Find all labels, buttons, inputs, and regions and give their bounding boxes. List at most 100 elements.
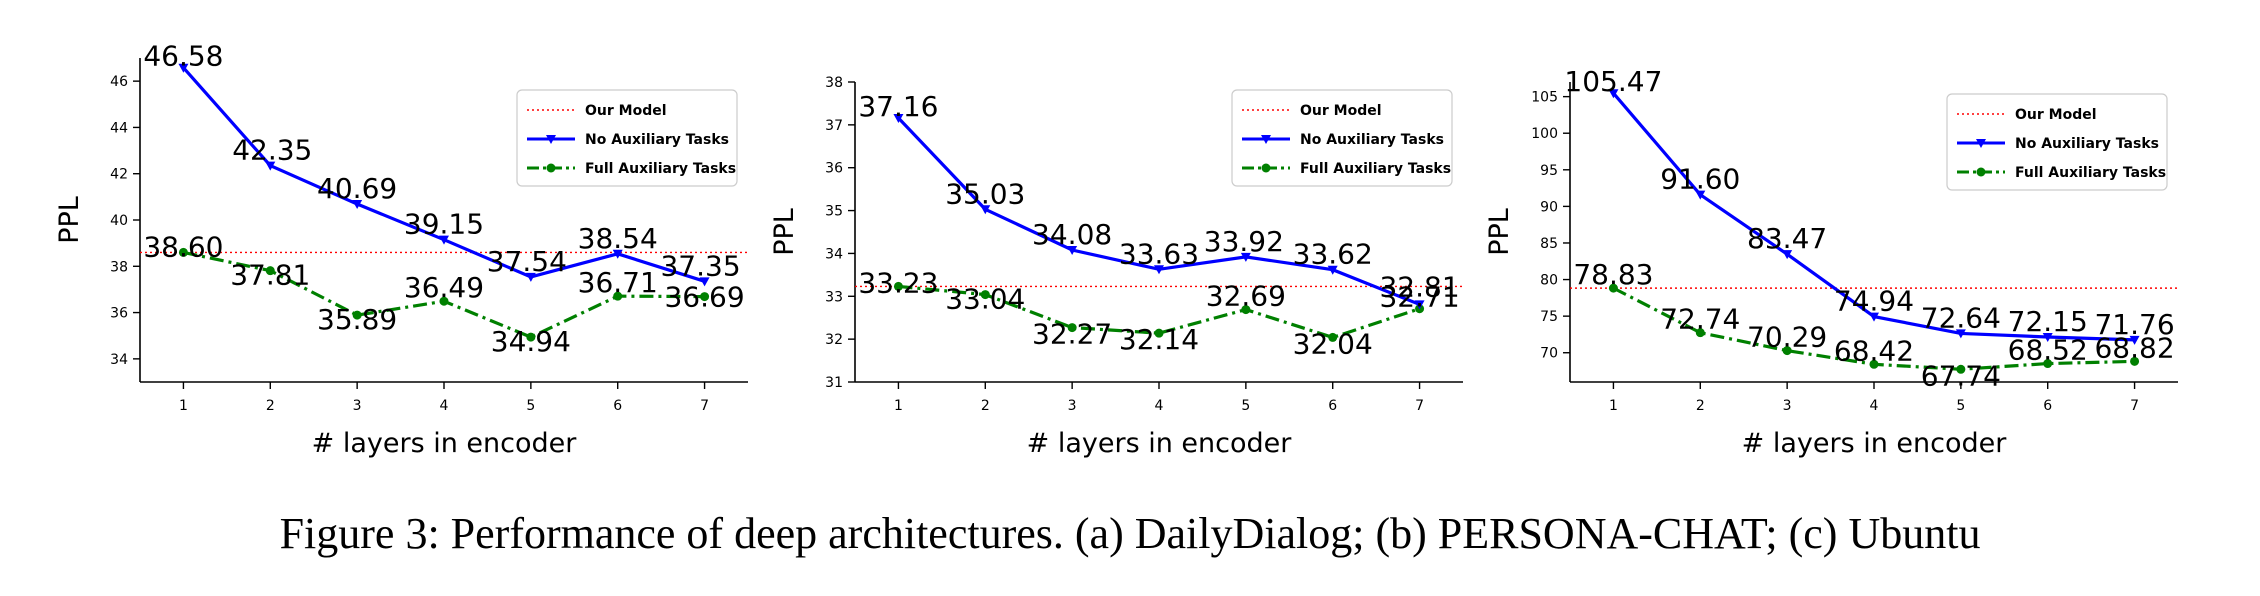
data-label-no-aux: 32.81 [1379, 270, 1459, 303]
x-tick-label: 2 [981, 398, 990, 414]
chart-panel-3: 70 75 80 85 90 95 100 105 1 2 3 4 5 6 7 # layers in enc… [1484, 65, 2178, 459]
data-label-full-aux: 38.60 [143, 230, 223, 263]
point-no-aux [1695, 190, 1706, 200]
x-tick-label: 6 [2043, 398, 2052, 414]
point-full-aux [526, 332, 536, 342]
point-full-aux [1869, 359, 1879, 369]
point-no-aux [2129, 335, 2140, 345]
y-tick-label: 90 [1540, 199, 1558, 215]
x-tick-label: 2 [266, 398, 275, 414]
point-no-aux [699, 277, 710, 287]
x-tick-label: 4 [1155, 398, 1164, 414]
data-label-no-aux: 33.63 [1119, 237, 1199, 270]
point-no-aux [1608, 89, 1619, 99]
point-full-aux [178, 247, 188, 257]
x-tick-label: 1 [179, 398, 188, 414]
legend-label-no-aux: No Auxiliary Tasks [2015, 136, 2159, 152]
point-no-aux [265, 161, 276, 171]
data-label-no-aux: 74.94 [1834, 285, 1914, 318]
data-label-no-aux: 72.64 [1921, 301, 2001, 334]
x-tick-label: 6 [613, 398, 622, 414]
point-full-aux [1241, 305, 1251, 315]
data-label-no-aux: 42.35 [232, 134, 312, 167]
point-no-aux [1955, 329, 1966, 339]
point-full-aux [1695, 328, 1705, 338]
data-label-full-aux: 68.42 [1834, 334, 1914, 367]
legend-box [1946, 93, 2168, 191]
x-tick-label: 3 [353, 398, 362, 414]
point-full-aux [2130, 356, 2140, 366]
x-tick-label: 2 [1696, 398, 1705, 414]
point-full-aux [439, 296, 449, 306]
legend-marker-full-aux [1976, 167, 1986, 177]
legend-marker-full-aux [546, 163, 556, 173]
data-label-full-aux: 67.74 [1921, 359, 2001, 392]
data-label-no-aux: 83.47 [1747, 222, 1827, 255]
data-label-no-aux: 46.58 [143, 40, 223, 73]
x-tick-label: 3 [1783, 398, 1792, 414]
data-label-no-aux: 72.15 [2008, 305, 2088, 338]
x-tick-label: 1 [894, 398, 903, 414]
y-tick-label: 32 [825, 332, 843, 348]
y-tick-label: 34 [825, 246, 843, 262]
data-label-no-aux: 37.54 [487, 245, 567, 278]
data-label-no-aux: 39.15 [404, 208, 484, 241]
point-no-aux [1782, 250, 1793, 260]
data-label-no-aux: 33.92 [1204, 225, 1284, 258]
x-tick-label: 7 [1415, 398, 1424, 414]
y-tick-label: 35 [825, 204, 843, 220]
data-label-full-aux: 36.49 [404, 271, 484, 304]
point-full-aux [893, 281, 903, 291]
y-tick-label: 33 [825, 289, 843, 305]
data-label-full-aux: 32.71 [1379, 281, 1459, 314]
data-label-no-aux: 33.62 [1293, 238, 1373, 271]
point-no-aux [2042, 333, 2053, 342]
point-full-aux [352, 310, 362, 320]
legend: Our Model No Auxiliary Tasks Full Auxiliar… [1946, 93, 2168, 191]
y-axis-label: PPL [769, 208, 800, 256]
data-label-full-aux: 68.82 [2094, 331, 2174, 364]
y-tick-label: 38 [825, 75, 843, 91]
legend: Our Model No Auxiliary Tasks Full Auxiliar… [1231, 89, 1453, 187]
data-label-full-aux: 32.27 [1032, 318, 1112, 351]
data-label-full-aux: 68.52 [2008, 334, 2088, 367]
data-label-full-aux: 72.74 [1660, 303, 1740, 336]
y-tick-label: 44 [110, 120, 128, 136]
data-label-full-aux: 32.14 [1119, 323, 1199, 356]
y-tick-label: 36 [825, 161, 843, 177]
y-tick-label: 70 [1540, 346, 1558, 362]
data-label-no-aux: 105.47 [1564, 65, 1662, 98]
legend-marker-full-aux [1261, 163, 1271, 173]
point-full-aux [1956, 364, 1966, 374]
legend-label-full-aux: Full Auxiliary Tasks [585, 161, 736, 177]
data-label-full-aux: 33.23 [858, 266, 938, 299]
y-tick-label: 36 [110, 306, 128, 322]
point-no-aux [1240, 252, 1251, 262]
y-tick-label: 42 [110, 167, 128, 183]
data-label-full-aux: 32.69 [1206, 280, 1286, 313]
legend-box [516, 89, 738, 187]
y-tick-label: 37 [825, 118, 843, 134]
y-tick-label: 46 [110, 74, 128, 90]
point-no-aux [1327, 265, 1338, 275]
legend: Our Model No Auxiliary Tasks Full Auxiliar… [516, 89, 738, 187]
y-axis-label: PPL [1484, 208, 1515, 256]
point-no-aux [352, 200, 363, 210]
y-axis-label: PPL [54, 196, 85, 244]
point-full-aux [2043, 359, 2053, 369]
x-tick-label: 5 [1241, 398, 1250, 414]
data-label-full-aux: 36.69 [664, 281, 744, 314]
x-tick-label: 4 [440, 398, 449, 414]
x-tick-label: 3 [1068, 398, 1077, 414]
legend-label-our-model: Our Model [2015, 107, 2097, 123]
legend-marker-no-aux [1261, 135, 1271, 144]
x-tick-label: 4 [1870, 398, 1879, 414]
point-full-aux [613, 291, 623, 301]
x-tick-label: 1 [1609, 398, 1618, 414]
point-full-aux [265, 266, 275, 276]
y-tick-label: 100 [1531, 126, 1558, 142]
x-axis-label: # layers in encoder [312, 428, 578, 459]
x-tick-label: 5 [526, 398, 535, 414]
